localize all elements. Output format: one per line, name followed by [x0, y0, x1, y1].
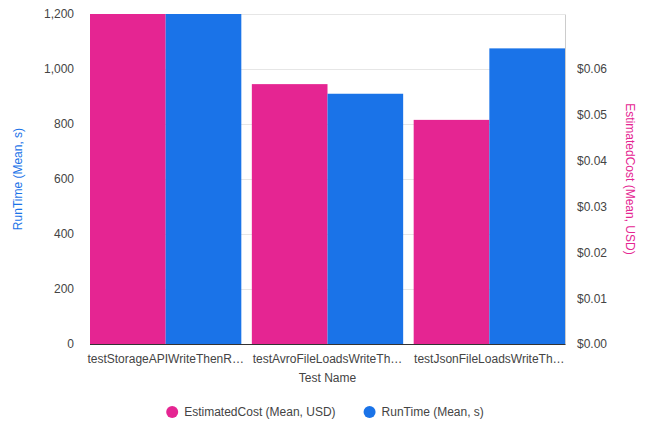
bar: [328, 94, 404, 344]
x-tick-label: testStorageAPIWriteThenR…: [87, 352, 244, 366]
legend-item: RunTime (Mean, s): [364, 405, 484, 419]
y2-tick: $0.00: [565, 337, 607, 351]
legend-label: EstimatedCost (Mean, USD): [184, 405, 335, 419]
y2-tick-label: $0.05: [577, 108, 607, 122]
x-axis: testStorageAPIWriteThenR… testAvroFileLoa…: [87, 344, 565, 366]
y2-tick-label: $0.04: [577, 154, 607, 168]
y-tick: 1,000: [44, 62, 90, 76]
y-tick-label: 1,200: [44, 7, 74, 21]
y-tick-label: 800: [54, 117, 74, 131]
bars: [90, 14, 565, 344]
y2-tick: $0.05: [565, 108, 607, 122]
bar: [90, 14, 166, 344]
y-tick-label: 600: [54, 172, 74, 186]
x-axis-title: Test Name: [299, 371, 357, 385]
y-tick: 600: [54, 172, 90, 186]
y-axis: 0 200 400 600 800 1,000 1,200: [44, 7, 91, 351]
y-tick: 400: [54, 227, 90, 241]
y-tick: 800: [54, 117, 90, 131]
grid: [90, 14, 565, 344]
y2-tick: $0.03: [565, 200, 607, 214]
legend-label: RunTime (Mean, s): [382, 405, 484, 419]
y-tick: 200: [54, 282, 90, 296]
y2-tick-label: $0.06: [577, 62, 607, 76]
legend-marker: [166, 406, 178, 418]
y2-tick: $0.02: [565, 246, 607, 260]
y2-tick: $0.04: [565, 154, 607, 168]
bar: [166, 14, 242, 344]
y-axis-line: [90, 15, 91, 345]
chart: 02004006008001,0001,200$0.00$0.01$0.02$0…: [0, 0, 650, 442]
x-tick: testStorageAPIWriteThenR…: [87, 344, 244, 366]
legend-item: EstimatedCost (Mean, USD): [166, 405, 335, 419]
y-tick-label: 0: [67, 337, 74, 351]
y2-axis-line: [565, 15, 566, 345]
x-tick: testJsonFileLoadsWriteTh…: [414, 344, 565, 366]
bar: [414, 120, 490, 344]
y2-tick-label: $0.03: [577, 200, 607, 214]
y-tick-label: 1,000: [44, 62, 74, 76]
x-tick: testAvroFileLoadsWriteTh…: [253, 344, 403, 366]
bar: [252, 84, 328, 344]
y2-tick-label: $0.01: [577, 292, 607, 306]
x-axis-line: [91, 344, 566, 345]
x-tick-label: testJsonFileLoadsWriteTh…: [414, 352, 565, 366]
y-tick-label: 400: [54, 227, 74, 241]
legend-marker: [364, 406, 376, 418]
y-tick: 0: [67, 337, 90, 351]
bar: [489, 48, 565, 344]
y2-tick-label: $0.00: [577, 337, 607, 351]
x-tick-label: testAvroFileLoadsWriteTh…: [253, 352, 403, 366]
y2-axis-title: EstimatedCost (Mean, USD): [623, 103, 637, 254]
y2-tick: $0.06: [565, 62, 607, 76]
legend: EstimatedCost (Mean, USD) RunTime (Mean, …: [166, 405, 484, 419]
y2-axis: $0.00 $0.01 $0.02 $0.03 $0.04 $0.05 $0.06: [565, 15, 607, 352]
y-axis-title: RunTime (Mean, s): [11, 128, 25, 230]
y-tick: 1,200: [44, 7, 90, 21]
y-tick-label: 200: [54, 282, 74, 296]
y2-tick-label: $0.02: [577, 246, 607, 260]
y2-tick: $0.01: [565, 292, 607, 306]
